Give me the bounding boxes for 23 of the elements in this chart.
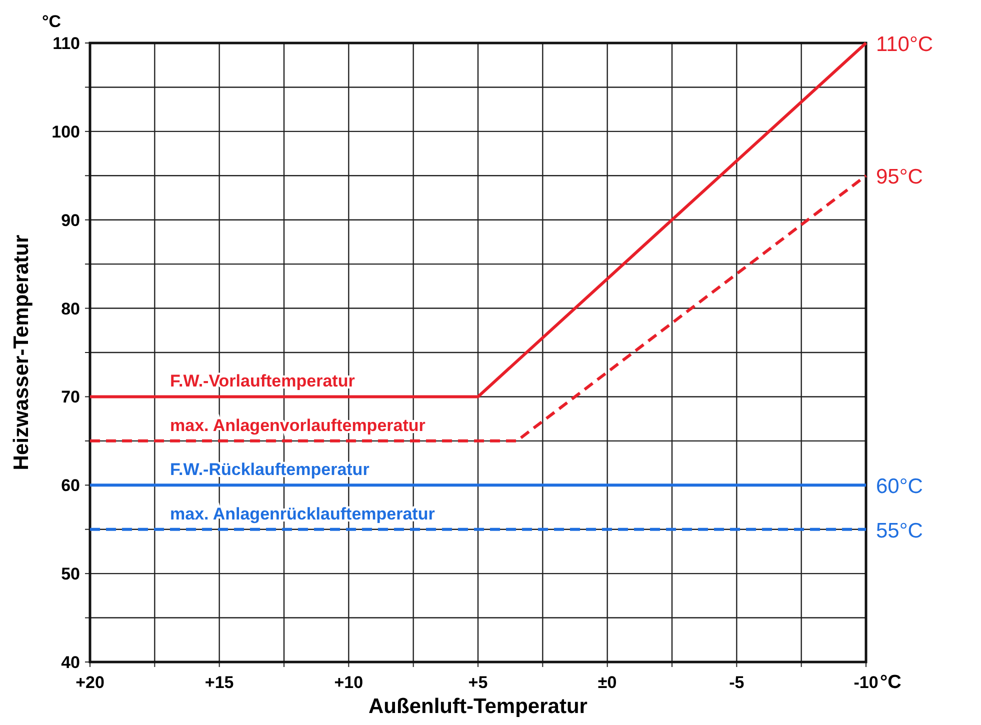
y-tick-label: 100: [52, 122, 80, 142]
text: 60°C: [876, 475, 923, 498]
x-tick-label: +10: [334, 673, 364, 692]
y-axis-title: Heizwasser-Temperatur: [10, 234, 33, 470]
x-tick-label: ±0: [598, 673, 617, 692]
x-tick-label: +15: [204, 673, 234, 692]
x-tick-label: -5: [729, 673, 744, 692]
x-tick-label: +5: [468, 673, 488, 692]
y-tick-label: 50: [61, 564, 80, 584]
text: 110°C: [876, 33, 934, 56]
y-tick-label: 60: [61, 476, 80, 496]
text: °C: [42, 12, 62, 31]
y-tick-label: 110: [52, 34, 80, 53]
y-tick-label: 90: [61, 210, 80, 230]
y-tick-label: 40: [61, 653, 80, 672]
x-tick-label: +20: [76, 673, 104, 692]
text: °C: [880, 672, 902, 693]
text: 95°C: [876, 166, 923, 189]
y-tick-label: 70: [61, 388, 80, 407]
x-tick-label: -10: [854, 673, 878, 692]
y-tick-label: 80: [61, 299, 80, 318]
x-axis-title: Außenluft-Temperatur: [368, 695, 588, 718]
text: 55°C: [876, 519, 923, 542]
